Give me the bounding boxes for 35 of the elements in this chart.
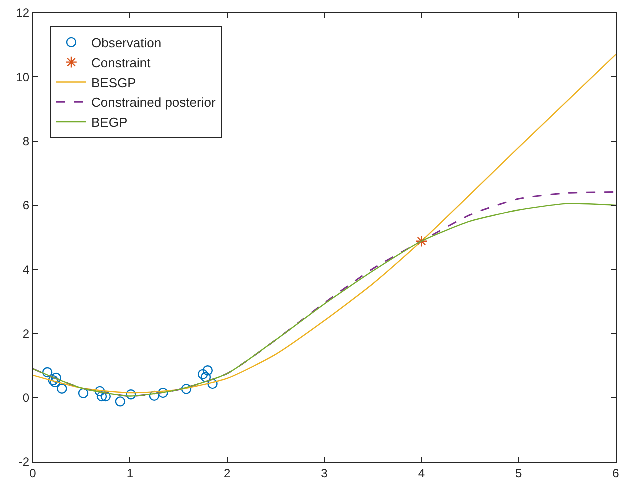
y-tick-label: 10 [16,70,30,84]
point [181,384,192,394]
point [94,386,106,397]
y-tick-label: 12 [16,6,30,20]
x-tick-label: 2 [224,466,231,480]
point [51,372,62,384]
y-tick-label: 6 [22,198,30,213]
point [115,396,126,407]
y-tick-label: 0 [22,391,30,406]
point [126,390,136,400]
x-tick-label: 4 [418,466,426,480]
x-tick-label: 1 [126,466,134,480]
point [202,366,213,376]
point [200,372,212,382]
legend-label: Observation [91,35,162,50]
legend-label: Constraint [91,55,152,70]
point [42,367,53,378]
point [198,369,208,380]
point [96,391,108,402]
y-tick-label: -2 [18,455,30,470]
x-tick-label: 6 [612,466,620,480]
point [158,388,168,398]
point [57,384,68,394]
legend-label: BEGP [91,115,128,130]
y-tick-label: 8 [22,134,30,148]
legend-label: BESGP [91,75,136,90]
point [100,391,111,402]
point [78,388,89,398]
x-tick-label: 5 [515,466,522,480]
y-tick-label: 4 [22,262,30,277]
legend-label: Constrained posterior [91,95,216,110]
y-tick-label: 2 [22,326,30,341]
x-tick-label: 3 [321,466,328,480]
point [149,390,160,402]
point [208,378,218,390]
